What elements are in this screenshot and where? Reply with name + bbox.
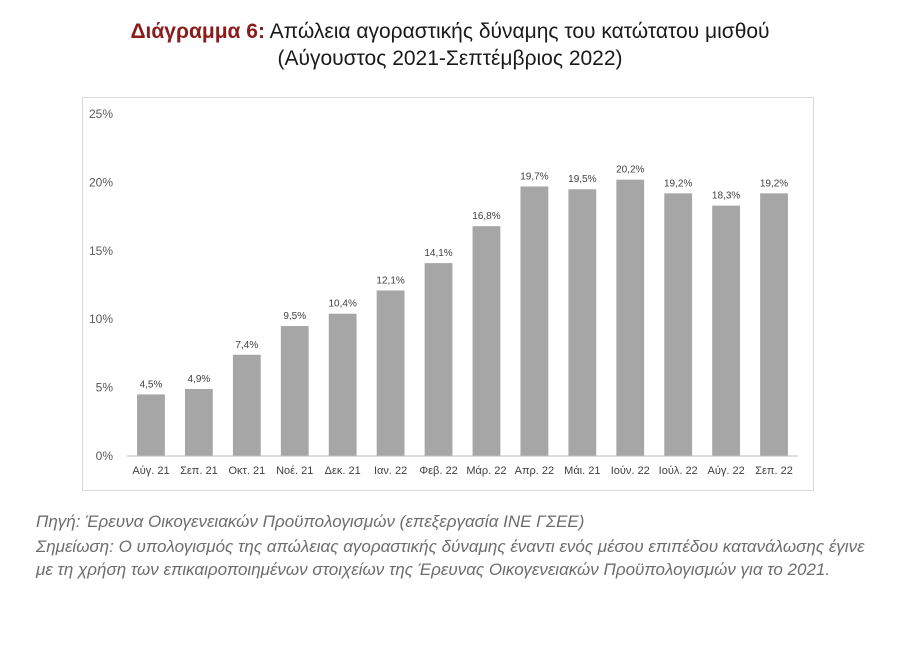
x-tick-label: Νοέ. 21 [276,465,313,477]
bar [472,226,501,456]
bar [232,354,261,456]
bar [760,193,788,456]
source-line: Πηγή: Έρευνα Οικογενειακών Προϋπολογισμώ… [36,510,876,533]
bar-chart: 0% 5% 10% 15% 20% 25% 4,5% 4,9% 7,4% 9,5% 10,4% 12… [89,107,798,477]
y-axis: 0% 5% 10% 15% 20% 25% [89,107,113,463]
y-tick-label: 25% [89,107,113,121]
bar [424,263,453,456]
x-tick-label: Απρ. 22 [515,465,555,477]
figure-number: Διάγραμμα 6: [130,20,265,43]
bar [568,189,597,456]
bar [376,290,405,456]
data-label: 16,8% [472,211,500,222]
data-label: 20,2% [616,165,644,176]
x-tick-label: Σεπ. 22 [755,465,793,477]
source-label: Πηγή: [36,512,81,531]
bars [137,179,788,456]
data-labels: 4,5% 4,9% 7,4% 9,5% 10,4% 12,1% 14,1% 16,8% 19,7… [140,165,789,391]
chart-frame: 0% 5% 10% 15% 20% 25% 4,5% 4,9% 7,4% 9,5% 10,4% 12… [82,97,814,491]
chart-title: Διάγραμμα 6: Απώλεια αγοραστικής δύναμης… [0,18,900,72]
bar [712,205,741,456]
data-label: 18,3% [712,191,740,202]
bar [280,326,309,456]
x-tick-label: Μάι. 21 [564,465,600,477]
notes-block: Πηγή: Έρευνα Οικογενειακών Προϋπολογισμώ… [36,510,876,581]
data-label: 19,2% [664,178,692,189]
y-tick-label: 15% [89,244,113,258]
data-label: 12,1% [376,275,404,286]
bar [184,388,213,456]
y-tick-label: 20% [89,175,113,189]
data-label: 14,1% [424,248,452,259]
bar [616,179,645,456]
data-label: 7,4% [235,340,258,351]
data-label: 19,5% [568,174,596,185]
bar [664,193,693,456]
x-tick-label: Οκτ. 21 [228,465,265,477]
y-tick-label: 0% [96,449,114,463]
data-label: 19,2% [760,178,788,189]
bar [520,186,549,456]
x-tick-label: Αύγ. 21 [132,465,169,477]
x-tick-label: Φεβ. 22 [419,465,457,477]
bar [137,394,165,456]
note-text: Σημείωση: Ο υπολογισμός της απώλειας αγο… [36,537,865,579]
y-tick-label: 10% [89,312,113,326]
data-label: 4,9% [187,374,210,385]
x-tick-label: Σεπ. 21 [180,465,218,477]
x-tick-label: Ιούλ. 22 [659,465,698,477]
bar [328,313,357,456]
x-tick-label: Ιαν. 22 [374,465,407,477]
x-tick-label: Μάρ. 22 [466,465,506,477]
title-text: Απώλεια αγοραστικής δύναμης του κατώτατο… [269,20,770,43]
x-axis: Αύγ. 21 Σεπ. 21 Οκτ. 21 Νοέ. 21 Δεκ. 21 Ιαν. … [127,455,798,477]
x-tick-label: Δεκ. 21 [325,465,361,477]
source-text: Έρευνα Οικογενειακών Προϋπολογισμών (επε… [85,512,585,531]
x-tick-label: Αύγ. 22 [708,465,745,477]
data-label: 19,7% [520,172,548,183]
subtitle-text: (Αύγουστος 2021-Σεπτέμβριος 2022) [277,47,623,70]
data-label: 10,4% [328,299,356,310]
data-label: 4,5% [140,379,163,390]
data-label: 9,5% [283,311,306,322]
x-tick-label: Ιούν. 22 [611,465,650,477]
y-tick-label: 5% [96,381,114,395]
